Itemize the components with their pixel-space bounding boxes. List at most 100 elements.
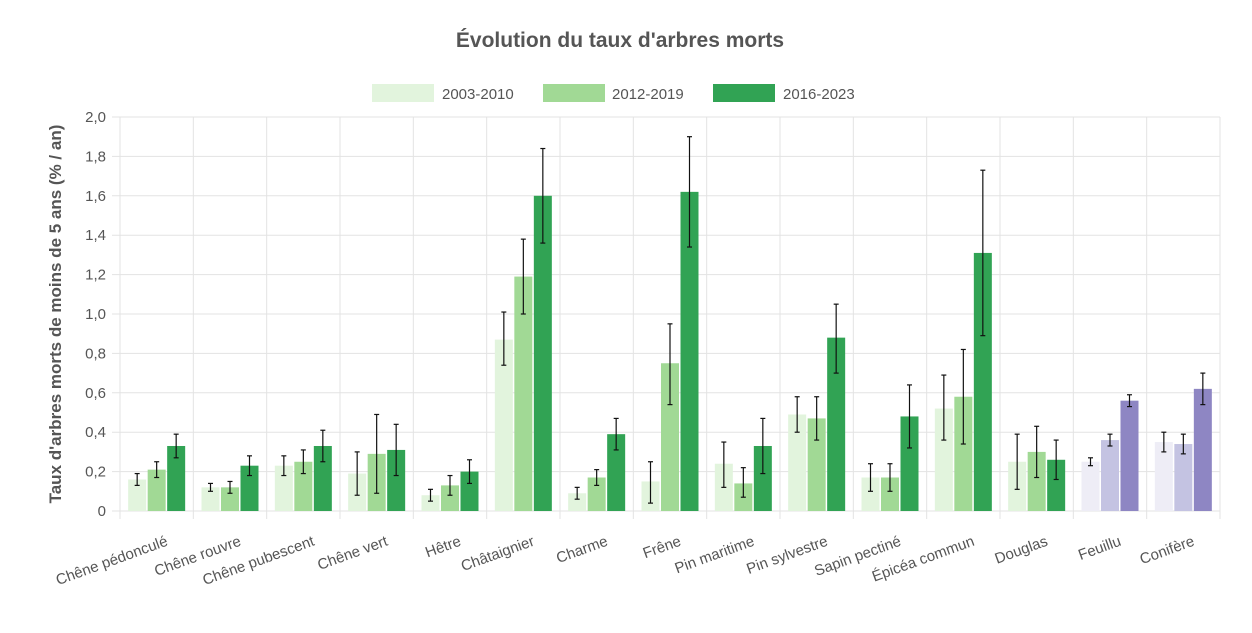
legend-swatch bbox=[543, 84, 605, 102]
legend-label: 2003-2010 bbox=[442, 86, 514, 103]
bar bbox=[753, 445, 772, 511]
error-bar bbox=[907, 384, 912, 449]
bar bbox=[201, 487, 220, 511]
bar bbox=[1193, 388, 1212, 511]
bar bbox=[607, 434, 626, 511]
bar bbox=[441, 485, 459, 511]
bar bbox=[313, 445, 332, 511]
x-tick-label: Charme bbox=[554, 533, 610, 567]
error-bar bbox=[520, 238, 526, 315]
chart-title: Évolution du taux d'arbres morts bbox=[456, 29, 784, 52]
error-bar bbox=[667, 323, 673, 406]
error-bar bbox=[393, 423, 399, 477]
error-bar bbox=[941, 374, 947, 441]
error-bar bbox=[613, 417, 619, 451]
y-tick-label: 1,6 bbox=[85, 188, 106, 205]
error-bar bbox=[320, 429, 326, 463]
legend-swatch bbox=[372, 84, 434, 102]
bar bbox=[147, 469, 166, 511]
bar bbox=[900, 416, 919, 511]
y-tick-label: 0,6 bbox=[85, 385, 106, 402]
error-bar bbox=[794, 396, 800, 433]
error-bar bbox=[887, 463, 893, 492]
error-bar bbox=[1127, 394, 1132, 408]
error-bar bbox=[833, 303, 839, 374]
x-tick-label: Châtaignier bbox=[459, 533, 537, 575]
error-bar bbox=[868, 463, 873, 492]
error-bar bbox=[960, 348, 966, 445]
error-bar bbox=[648, 461, 653, 504]
bar bbox=[1120, 400, 1139, 511]
legend-item[interactable]: 2012-2019 bbox=[543, 84, 684, 103]
error-bar bbox=[208, 482, 213, 492]
error-bar bbox=[1053, 439, 1059, 481]
x-tick-label: Pin maritime bbox=[673, 533, 757, 577]
bar bbox=[973, 252, 992, 511]
bar bbox=[1101, 440, 1119, 511]
error-bar bbox=[467, 459, 472, 485]
bar bbox=[240, 465, 259, 511]
x-tick-label: Douglas bbox=[992, 533, 1050, 568]
error-bar bbox=[281, 455, 287, 477]
bar bbox=[1027, 451, 1046, 511]
bar bbox=[387, 449, 406, 511]
legend-item[interactable]: 2003-2010 bbox=[372, 84, 514, 103]
bar bbox=[167, 445, 186, 511]
error-bar bbox=[247, 455, 252, 477]
bar bbox=[128, 479, 147, 511]
bar bbox=[274, 465, 293, 511]
bar bbox=[680, 191, 699, 512]
legend-label: 2012-2019 bbox=[612, 86, 684, 103]
error-bar bbox=[1034, 425, 1040, 479]
legend: 2003-2010 2012-2019 2016-2023 bbox=[372, 84, 855, 103]
y-tick-label: 1,2 bbox=[85, 267, 106, 284]
error-bar bbox=[154, 461, 160, 479]
y-tick-label: 0 bbox=[98, 503, 106, 520]
x-tick-label: Hêtre bbox=[423, 533, 463, 562]
error-bar bbox=[980, 169, 986, 337]
bar bbox=[514, 276, 533, 511]
bar bbox=[533, 195, 552, 512]
error-bar bbox=[540, 147, 546, 244]
error-bar bbox=[760, 417, 766, 475]
error-bar bbox=[1107, 433, 1113, 447]
bar bbox=[587, 477, 606, 511]
gridlines bbox=[112, 116, 1221, 519]
error-bar bbox=[227, 480, 233, 494]
bar bbox=[568, 493, 587, 511]
bar bbox=[421, 495, 440, 511]
error-bar bbox=[374, 413, 380, 494]
error-bar bbox=[721, 441, 727, 488]
bar bbox=[788, 414, 807, 511]
error-bar bbox=[300, 449, 306, 475]
legend-swatch bbox=[713, 84, 775, 102]
error-bar bbox=[740, 467, 746, 498]
x-tick-label: Feuillu bbox=[1076, 533, 1123, 564]
bar bbox=[1081, 461, 1100, 511]
error-bar bbox=[1014, 433, 1020, 490]
bar bbox=[1047, 459, 1066, 511]
bar bbox=[221, 487, 239, 511]
y-tick-label: 0,8 bbox=[85, 345, 106, 362]
bar bbox=[827, 337, 846, 511]
legend-item[interactable]: 2016-2023 bbox=[713, 84, 855, 103]
bar bbox=[294, 461, 313, 511]
y-tick-label: 1,8 bbox=[85, 148, 106, 165]
x-tick-label: Chêne pédonculé bbox=[54, 533, 170, 589]
bar bbox=[954, 396, 973, 511]
error-bar bbox=[574, 486, 580, 500]
error-bar bbox=[501, 311, 507, 366]
bar bbox=[661, 363, 679, 511]
error-bar bbox=[1200, 372, 1206, 406]
error-bar bbox=[594, 469, 600, 486]
bar bbox=[460, 471, 479, 511]
error-bar bbox=[428, 488, 433, 502]
error-bar bbox=[173, 433, 179, 459]
bar bbox=[934, 408, 953, 511]
error-bar bbox=[447, 474, 453, 496]
error-bar bbox=[1180, 433, 1186, 455]
bar bbox=[1174, 444, 1193, 511]
y-tick-label: 1,0 bbox=[85, 306, 106, 323]
